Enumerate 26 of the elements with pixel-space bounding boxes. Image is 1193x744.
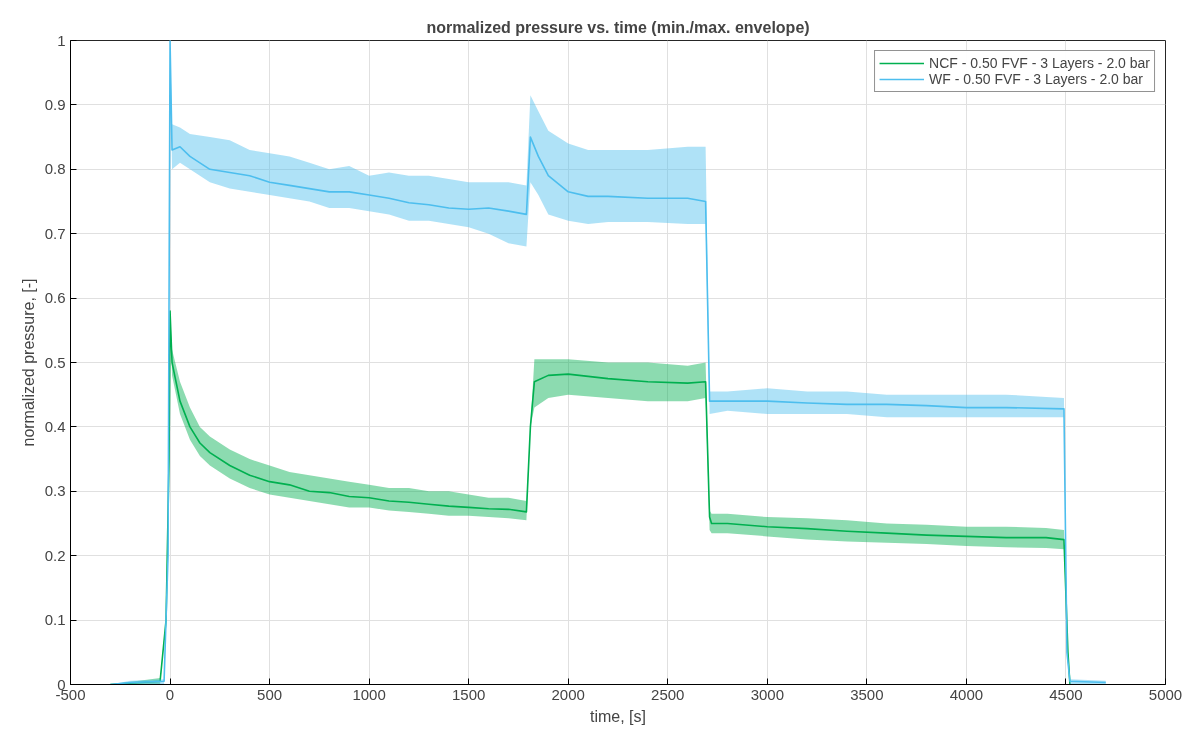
y-tick-label: 0.4: [44, 417, 66, 435]
y-tick-label: 0.6: [44, 289, 66, 307]
y-tick-label: 0.1: [44, 611, 66, 629]
legend-label: WF - 0.50 FVF - 3 Layers - 2.0 bar: [929, 71, 1143, 87]
x-tick-label: 1500: [452, 685, 486, 703]
legend-label: NCF - 0.50 FVF - 3 Layers - 2.0 bar: [929, 55, 1150, 71]
chart-title: normalized pressure vs. time (min./max. envelope): [426, 18, 810, 36]
x-axis-title: time, [s]: [590, 707, 647, 725]
x-tick-label: 3000: [750, 685, 785, 703]
x-tick-label: 0: [165, 685, 175, 703]
y-tick-label: 0.5: [44, 353, 66, 371]
y-tick-label: 0.7: [44, 224, 66, 242]
x-tick-label: 2000: [551, 685, 585, 703]
x-tick-label: 3500: [850, 685, 884, 703]
y-tick-label: 0.9: [44, 95, 66, 113]
y-tick-label: 0.3: [44, 482, 66, 500]
y-tick-label: 1: [57, 31, 66, 49]
y-tick-label: 0.8: [44, 160, 66, 178]
y-axis-title: normalized pressure, [-]: [19, 278, 37, 447]
x-tick-label: 500: [257, 685, 283, 703]
x-tick-label: 5000: [1148, 685, 1183, 703]
x-tick-label: 2500: [651, 685, 685, 703]
x-tick-label: 4000: [949, 685, 984, 703]
y-tick-label: 0.2: [44, 546, 66, 564]
x-tick-label: 4500: [1049, 685, 1083, 703]
x-tick-label: 1000: [352, 685, 386, 703]
